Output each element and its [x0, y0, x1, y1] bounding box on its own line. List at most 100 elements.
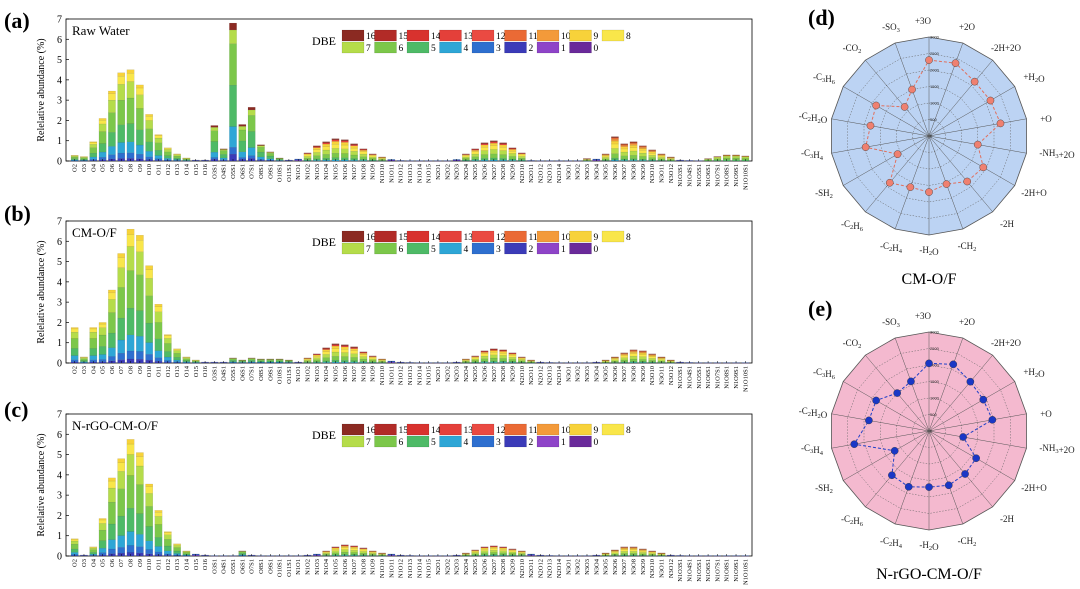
bar-segment-dbe-4 [145, 540, 153, 550]
bar-segment-dbe-16 [629, 349, 638, 351]
radar-axis-label: -2H+O [1021, 483, 1047, 493]
x-tick-label: O11 [155, 164, 162, 175]
bar-segment-dbe-5 [164, 155, 172, 159]
x-tick-label: N3O10 [649, 366, 656, 385]
bar-segment-dbe-9 [322, 349, 330, 352]
bar-segment-dbe-16 [257, 144, 265, 146]
bar-segment-dbe-7 [126, 81, 135, 99]
radar-chart-2: (e) 3000 2500 2000 1500 1000 500 0 +3O +2O -2H+2O +… [799, 296, 1075, 583]
bar-segment-dbe-10 [620, 145, 629, 147]
bar-segment-dbe-9 [89, 327, 98, 330]
bar-segment-dbe-9 [629, 548, 638, 550]
x-tick-label: O6 [109, 365, 116, 374]
bar-segment-dbe-8 [368, 552, 377, 554]
x-tick-label: N2O8 [500, 164, 507, 180]
y-tick-label: 0 [57, 359, 62, 370]
legend-swatch-13 [439, 423, 462, 436]
x-tick-label: N2O12 [537, 164, 544, 183]
x-tick-label: N2O11 [528, 366, 535, 385]
x-tick-label: O10S1 [277, 366, 284, 384]
bar-segment-dbe-8 [657, 155, 666, 158]
y-tick-label: 4 [57, 75, 62, 86]
radar-axis-label: -H2O [919, 245, 939, 257]
bar-N1O6 [341, 139, 349, 162]
x-tick-label: O11S1 [286, 559, 293, 577]
bar-segment-dbe-9 [136, 452, 144, 457]
bar-segment-dbe-6 [331, 153, 340, 158]
bar-segment-dbe-13 [341, 140, 349, 143]
x-tick-label: N1O2 [305, 164, 312, 180]
radar-point--C2H2O [865, 416, 873, 425]
bar-O4 [89, 141, 98, 162]
x-tick-label: N1O1 [295, 164, 302, 180]
bar-segment-dbe-6 [70, 156, 79, 159]
radar-point--H2O [925, 188, 933, 196]
bar-segment-dbe-10 [648, 150, 656, 152]
x-tick-label: O7 [118, 365, 125, 374]
bar-segment-dbe-7 [108, 487, 116, 503]
x-tick-label: N2O5 [472, 366, 479, 382]
bar-segment-dbe-16 [629, 141, 638, 143]
bar-segment-dbe-3 [108, 548, 116, 554]
bar-segment-dbe-4 [154, 546, 163, 553]
x-tick-label: N3O3 [584, 559, 591, 575]
bar-segment-dbe-8 [601, 155, 610, 158]
bar-segment-dbe-8 [490, 548, 498, 551]
legend-swatch-14 [406, 423, 430, 436]
bar-segment-dbe-13 [341, 345, 349, 348]
bar-segment-dbe-5 [70, 348, 79, 356]
bar-segment-dbe-5 [70, 548, 79, 553]
x-tick-label: N1O1 [295, 366, 302, 382]
x-tick-label: N1O8 [360, 366, 367, 382]
bar-segment-dbe-8 [480, 353, 489, 357]
bar-segment-dbe-10 [629, 143, 638, 146]
bar-segment-dbe-5 [98, 346, 107, 355]
legend-label-10: 10 [561, 426, 571, 436]
bar-segment-dbe-16 [480, 350, 489, 352]
bar-segment-dbe-7 [80, 357, 88, 359]
legend-label-8: 8 [626, 426, 631, 436]
bar-segment-dbe-8 [620, 355, 629, 358]
bar-segment-dbe-7 [154, 311, 163, 323]
bar-segment-dbe-9 [89, 141, 98, 143]
bar-segment-dbe-6 [70, 338, 79, 349]
bar-segment-dbe-9 [490, 546, 498, 549]
x-tick-label: N2O9 [509, 366, 516, 382]
bar-segment-dbe-9 [117, 253, 125, 258]
x-tick-label: N2O2 [444, 366, 451, 382]
bar-segment-dbe-6 [154, 142, 163, 151]
x-tick-label: N1O9 [370, 164, 377, 180]
radar-point-+O [996, 119, 1005, 128]
bar-segment-dbe-8 [648, 356, 656, 359]
bar-segment-dbe-7 [648, 155, 656, 158]
bar-segment-dbe-8 [117, 257, 125, 268]
legend-swatch-5 [406, 435, 430, 448]
bar-N3O6 [611, 136, 619, 162]
legend-swatch-12 [471, 29, 495, 42]
bar-segment-dbe-7 [359, 551, 368, 554]
bar-segment-dbe-7 [322, 354, 330, 358]
legend-swatch-7 [341, 41, 365, 54]
bar-O5 [98, 518, 107, 557]
x-tick-label: N2O4 [463, 558, 470, 575]
radar-axis-label: -2H+2O [991, 43, 1022, 53]
bar-segment-dbe-4 [126, 141, 135, 153]
bar-segment-dbe-6 [154, 322, 163, 340]
x-tick-label: N2O13 [547, 559, 554, 578]
x-tick-label: N2O11 [528, 559, 535, 578]
legend-swatch-0 [569, 435, 592, 448]
legend-label-0: 0 [594, 44, 599, 54]
bar-segment-dbe-5 [173, 357, 181, 361]
radar-axis-label: -C3H4 [801, 443, 824, 457]
bar-N1O4 [322, 141, 330, 162]
bar-O6 [108, 477, 116, 557]
x-tick-label: O8 [128, 366, 135, 374]
bar-segment-dbe-6 [257, 147, 265, 153]
bar-O11 [154, 134, 163, 162]
y-tick-label: 4 [57, 470, 62, 481]
legend-swatch-13 [439, 230, 462, 243]
x-tick-label: N2O6 [482, 163, 489, 180]
bar-N1O5 [331, 343, 340, 364]
radar-spoke [928, 430, 1015, 481]
